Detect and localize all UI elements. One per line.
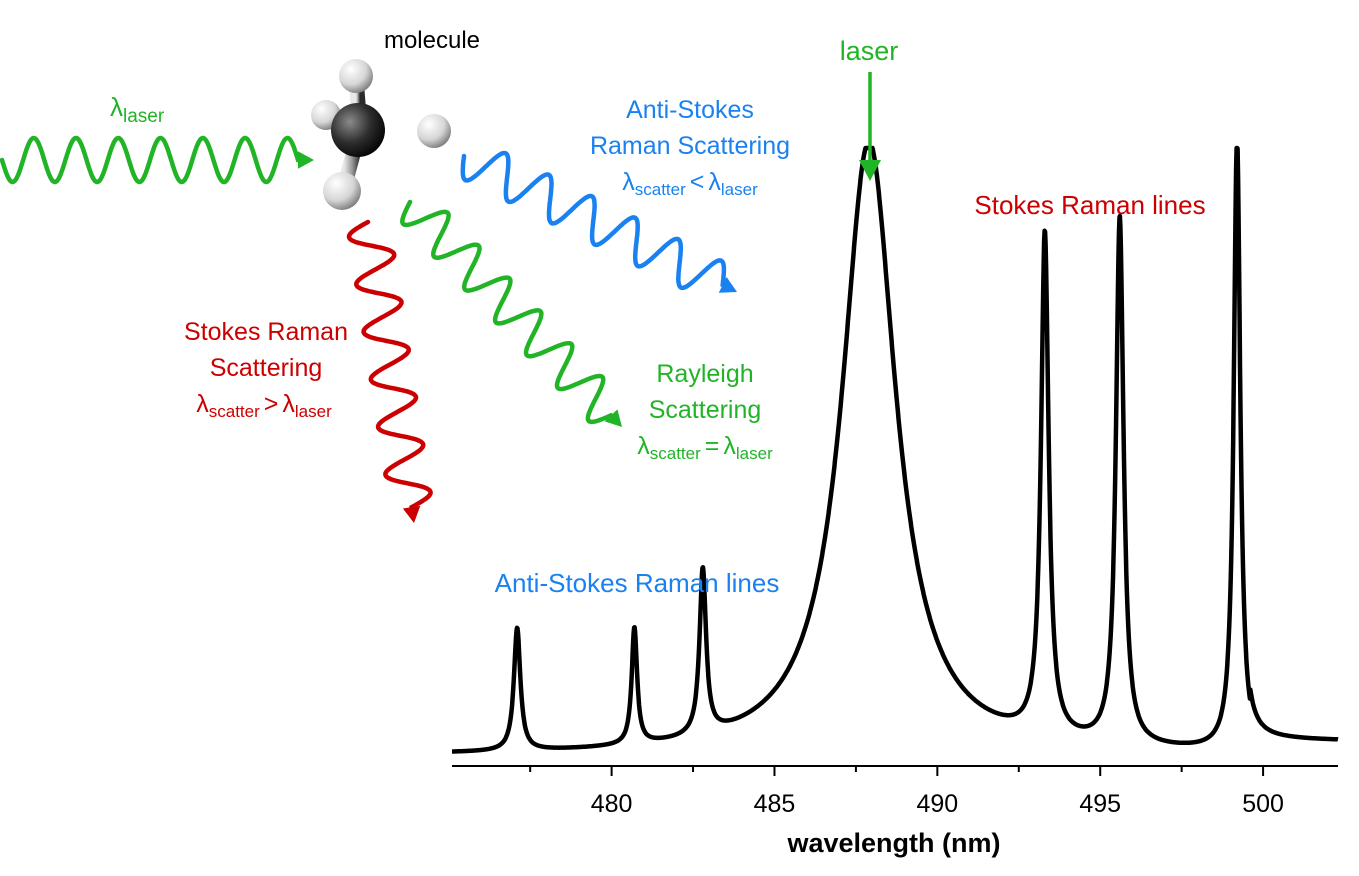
x-tick-label: 485: [754, 790, 796, 818]
anti-stokes-wave: [460, 150, 731, 291]
laser-peak-arrowhead: [859, 160, 881, 181]
spectrum-chart: 480 485 490 495 500 wavelength (nm): [450, 145, 1340, 858]
anti-stokes-scattering-label: Anti-Stokes Raman Scattering λscatter < λl…: [590, 96, 790, 199]
x-axis-ticks: 480 485 490 495 500: [529, 766, 1284, 818]
stokes-scattering-label: Stokes Raman Scattering λscatter > λlaser: [184, 318, 348, 421]
incident-laser-arrowhead: [298, 151, 314, 169]
rayleigh-relation: λscatter = λlaser: [637, 432, 773, 463]
stokes-arrowhead: [402, 505, 421, 523]
anti-stokes-relation: λscatter < λlaser: [622, 168, 758, 199]
x-tick-label: 500: [1242, 790, 1284, 818]
rayleigh-arrowhead: [604, 409, 622, 427]
stokes-wave: [346, 219, 433, 516]
svg-text:Raman Scattering: Raman Scattering: [590, 132, 790, 160]
molecule-label: molecule: [384, 27, 480, 54]
x-axis-label: wavelength (nm): [786, 828, 1000, 858]
spectrum-series-line: [450, 145, 1340, 754]
x-tick-label: 480: [591, 790, 633, 818]
rayleigh-scattering-label: Rayleigh Scattering λscatter = λlaser: [637, 360, 773, 463]
stokes-lines-label: Stokes Raman lines: [974, 190, 1205, 220]
anti-stokes-lines-label: Anti-Stokes Raman lines: [495, 568, 780, 598]
incident-lambda-label: λlaser: [110, 92, 165, 127]
x-tick-label: 495: [1079, 790, 1121, 818]
x-tick-label: 490: [916, 790, 958, 818]
rayleigh-wave: [400, 199, 618, 425]
incident-laser-wave: [0, 135, 307, 185]
laser-peak-label: laser: [840, 36, 899, 66]
stokes-relation: λscatter > λlaser: [196, 390, 332, 421]
svg-text:Stokes Raman: Stokes Raman: [184, 318, 348, 346]
svg-text:Rayleigh: Rayleigh: [656, 360, 753, 388]
svg-text:Scattering: Scattering: [210, 354, 323, 382]
svg-text:Scattering: Scattering: [649, 396, 762, 424]
anti-stokes-arrowhead: [718, 276, 737, 293]
methane-molecule-icon: [311, 59, 451, 210]
svg-text:Anti-Stokes: Anti-Stokes: [626, 96, 754, 124]
